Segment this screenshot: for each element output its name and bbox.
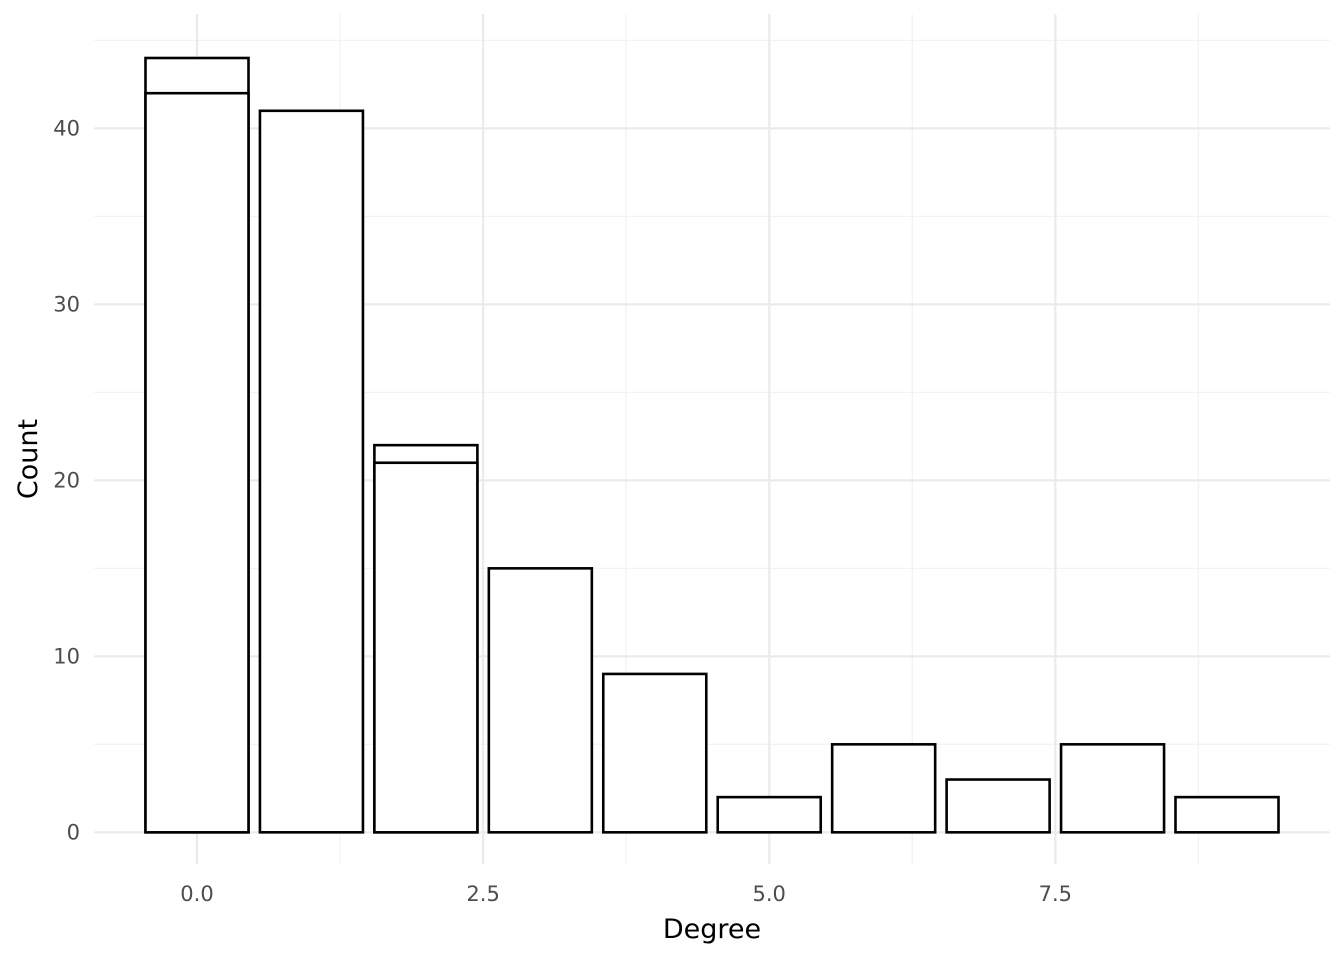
- bar-degree-7-series-0: [945, 778, 1051, 834]
- bar-degree-1-series-0: [258, 109, 365, 834]
- y-tick-label: 10: [53, 644, 80, 668]
- x-tick-label: 0.0: [180, 882, 213, 906]
- bar-degree-5-series-0: [716, 795, 823, 834]
- bar-degree-8-series-0: [1059, 743, 1166, 834]
- x-tick-label: 2.5: [466, 882, 499, 906]
- y-tick-label: 40: [53, 116, 80, 140]
- bar-degree-4-series-0: [601, 672, 708, 834]
- tick-labels: 0.0 2.5 5.0 7.5 0 10 20 30 40: [53, 116, 1072, 906]
- y-axis-title: Count: [13, 419, 44, 499]
- bar-degree-9-series-0: [1174, 795, 1280, 834]
- bar-degree-6-series-0: [830, 743, 937, 834]
- bar-degree-3-series-0: [487, 567, 594, 834]
- x-tick-label: 7.5: [1039, 882, 1072, 906]
- bar-degree-2-series-0: [373, 461, 479, 834]
- y-tick-label: 0: [67, 820, 80, 844]
- x-axis-title: Degree: [663, 914, 761, 945]
- bar-degree-0-series-0: [144, 91, 250, 834]
- y-tick-label: 20: [53, 468, 80, 492]
- x-tick-label: 5.0: [753, 882, 786, 906]
- y-tick-label: 30: [53, 292, 80, 316]
- bars: [144, 56, 1280, 834]
